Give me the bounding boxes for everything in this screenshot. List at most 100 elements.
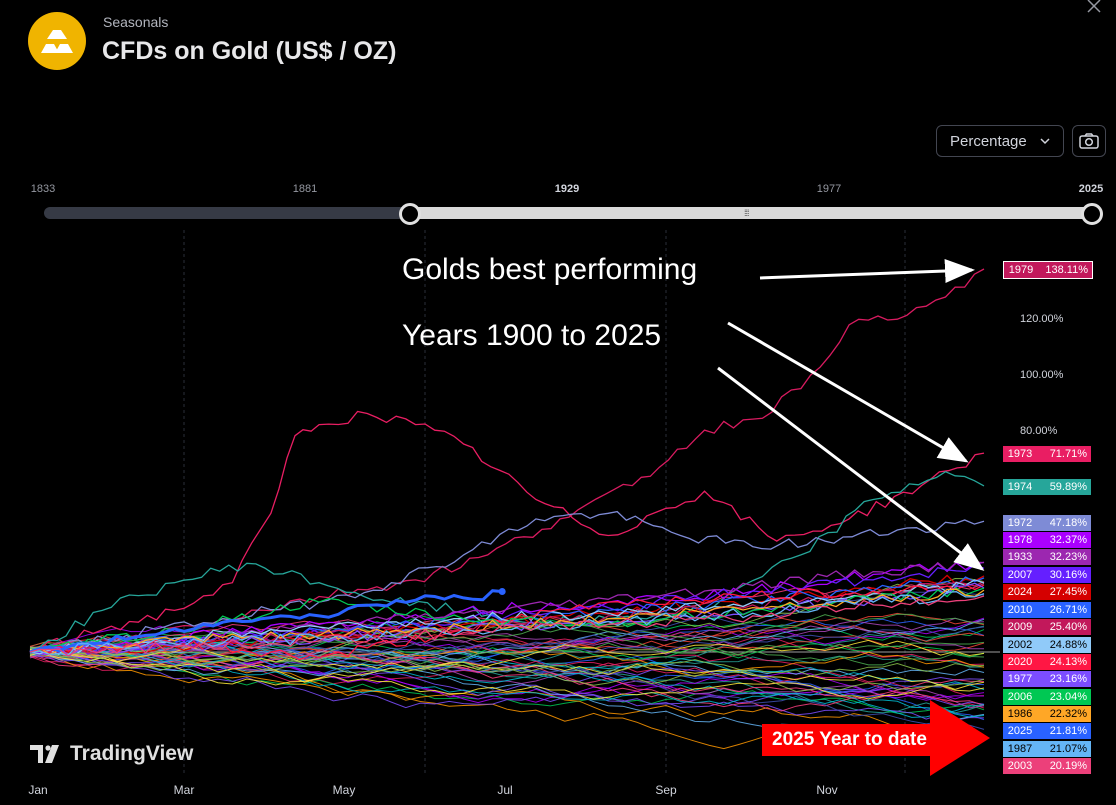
background-series-line <box>29 639 985 686</box>
series-line-1987 <box>29 591 985 656</box>
series-value-badge: 2010 26.71% <box>1003 602 1091 618</box>
badge-year: 2009 <box>1007 621 1033 633</box>
series-line-2003 <box>29 595 985 657</box>
series-value-badge: 1974 59.89% <box>1003 479 1091 495</box>
series-value-badge: 2024 27.45% <box>1003 584 1091 600</box>
badge-value: 24.88% <box>1049 639 1087 651</box>
background-series-line <box>29 626 985 668</box>
badge-year: 2002 <box>1007 639 1033 651</box>
chevron-down-icon <box>1040 138 1050 145</box>
badge-value: 23.04% <box>1049 691 1087 703</box>
series-value-badge: 1987 21.07% <box>1003 741 1091 757</box>
screenshot-button[interactable] <box>1072 125 1106 157</box>
x-tick-label: Nov <box>816 783 838 797</box>
background-series-line <box>29 643 985 730</box>
background-series-line <box>29 653 985 740</box>
series-value-badge: 1978 32.37% <box>1003 532 1091 548</box>
badge-year: 1977 <box>1007 673 1033 685</box>
annotation-line1: Golds best performing <box>402 253 698 286</box>
background-series-line <box>29 640 985 679</box>
badge-year: 1987 <box>1007 743 1033 755</box>
series-value-badge: 1972 47.18% <box>1003 515 1091 531</box>
series-line-2020 <box>29 584 985 661</box>
range-start-handle[interactable] <box>399 203 421 225</box>
series-value-badge: 2020 24.13% <box>1003 654 1091 670</box>
range-tick-label: 1833 <box>30 183 56 195</box>
range-grip-icon[interactable]: ⁞⁞⁞ <box>744 208 749 218</box>
badge-year: 2024 <box>1007 586 1033 598</box>
badge-year: 1972 <box>1007 517 1033 529</box>
badge-value: 59.89% <box>1049 481 1087 493</box>
badge-value: 27.45% <box>1049 586 1087 598</box>
x-tick-label: May <box>332 783 356 797</box>
badge-value: 47.18% <box>1049 517 1087 529</box>
panel-subtitle: Seasonals <box>103 14 169 30</box>
series-value-badge: 2002 24.88% <box>1003 637 1091 653</box>
range-tick-label: 1881 <box>292 183 318 195</box>
year-range-selection[interactable] <box>409 207 1091 219</box>
badge-year: 2010 <box>1007 604 1033 616</box>
series-line-1978 <box>29 561 985 656</box>
badge-value: 20.19% <box>1049 760 1087 772</box>
background-series-line <box>29 647 985 692</box>
background-series-line <box>29 648 985 691</box>
series-value-badge: 2009 25.40% <box>1003 619 1091 635</box>
seasonal-chart <box>29 230 1000 775</box>
series-value-badge: 2006 23.04% <box>1003 689 1091 705</box>
badge-year: 2020 <box>1007 656 1033 668</box>
badge-value: 32.37% <box>1049 534 1087 546</box>
background-series-line <box>29 649 985 700</box>
badge-value: 71.71% <box>1049 448 1087 460</box>
range-tick-label: 2025 <box>1078 183 1104 195</box>
badge-value: 138.11% <box>1045 264 1088 276</box>
x-tick-label: Sep <box>655 783 677 797</box>
x-tick-label: Jan <box>28 783 48 797</box>
background-series-line <box>29 647 985 693</box>
badge-value: 23.16% <box>1049 673 1087 685</box>
series-value-badge: 2003 20.19% <box>1003 758 1091 774</box>
mode-dropdown[interactable]: Percentage <box>936 125 1064 157</box>
badge-year: 1986 <box>1007 708 1033 720</box>
background-series-line <box>29 646 985 686</box>
background-series-line <box>29 642 985 666</box>
tradingview-logo-icon <box>30 745 59 763</box>
mode-value: Percentage <box>950 132 1027 150</box>
series-value-badge: 1986 22.32% <box>1003 706 1091 722</box>
series-value-badge: 1977 23.16% <box>1003 671 1091 687</box>
badge-year: 1974 <box>1007 481 1033 493</box>
series-value-badge: 2007 30.16% <box>1003 567 1091 583</box>
badge-value: 21.81% <box>1049 725 1087 737</box>
badge-year: 1978 <box>1007 534 1033 546</box>
range-tick-label: 1977 <box>816 183 842 195</box>
badge-value: 30.16% <box>1049 569 1087 581</box>
series-endpoint-2025 <box>498 588 506 596</box>
series-value-badge: 2025 21.81% <box>1003 723 1091 739</box>
close-icon[interactable] <box>1086 0 1102 16</box>
badge-value: 22.32% <box>1049 708 1087 720</box>
camera-icon <box>1079 133 1099 149</box>
background-series-line <box>29 649 985 712</box>
y-tick-label: 100.00% <box>1020 369 1064 381</box>
badge-year: 1979 <box>1008 264 1034 276</box>
y-tick-label: 120.00% <box>1020 313 1064 325</box>
background-series-line <box>29 655 985 709</box>
series-value-badge: 1973 71.71% <box>1003 446 1091 462</box>
badge-value: 26.71% <box>1049 604 1087 616</box>
background-series-line <box>29 647 985 714</box>
badge-value: 25.40% <box>1049 621 1087 633</box>
background-series-line <box>29 653 985 700</box>
series-line-2025 <box>29 589 503 654</box>
range-tick-label: 1929 <box>554 183 580 195</box>
badge-year: 2006 <box>1007 691 1033 703</box>
range-end-handle[interactable] <box>1081 203 1103 225</box>
series-value-badge: 1933 32.23% <box>1003 549 1091 565</box>
tradingview-watermark: TradingView <box>30 742 193 766</box>
badge-year: 1973 <box>1007 448 1033 460</box>
y-tick-label: 80.00% <box>1020 425 1058 437</box>
background-series-line <box>29 652 985 721</box>
badge-year: 1933 <box>1007 551 1033 563</box>
x-tick-label: Mar <box>173 783 195 797</box>
x-tick-label: Jul <box>497 783 513 797</box>
badge-year: 2007 <box>1007 569 1033 581</box>
series-line-2024 <box>29 574 985 656</box>
